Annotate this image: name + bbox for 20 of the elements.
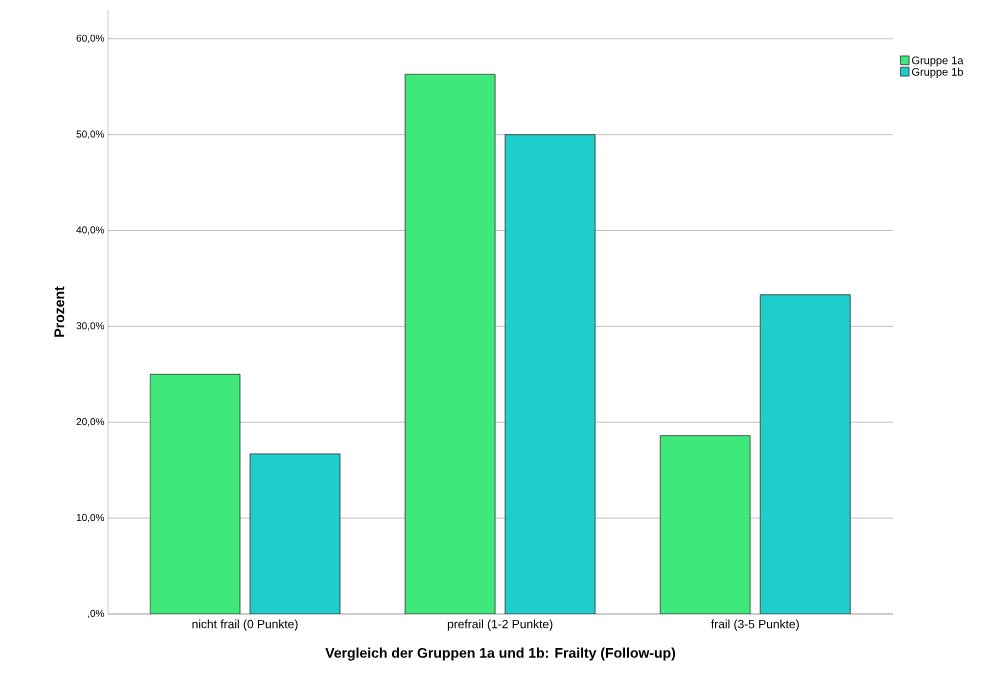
bar [504, 134, 596, 614]
y-tick-label: 60,0% [76, 34, 105, 43]
legend-label: Gruppe 1a [912, 56, 964, 67]
x-tick-label: nicht frail (0 Punkte) [192, 619, 298, 631]
y-tick-label: 40,0% [76, 226, 105, 235]
y-axis-title: Prozent [54, 286, 65, 337]
y-tick-label: 20,0% [76, 418, 105, 427]
bar [149, 373, 241, 614]
y-tick-label: 10,0% [76, 513, 105, 523]
legend-label: Gruppe 1b [912, 67, 963, 78]
y-tick-label: 30,0% [76, 322, 105, 331]
y-tick-label: 50,0% [76, 130, 105, 139]
x-tick-label: frail (3-5 Punkte) [711, 619, 799, 631]
x-axis-title: Vergleich der Gruppen 1a und 1b: Frailty (Follow-up) [325, 647, 676, 661]
bar [249, 453, 341, 614]
bar [659, 435, 751, 614]
x-tick-label: prefrail (1-2 Punkte) [447, 619, 553, 631]
bar [759, 294, 851, 614]
y-tick-label: ,0% [88, 609, 105, 619]
bar [404, 73, 496, 614]
